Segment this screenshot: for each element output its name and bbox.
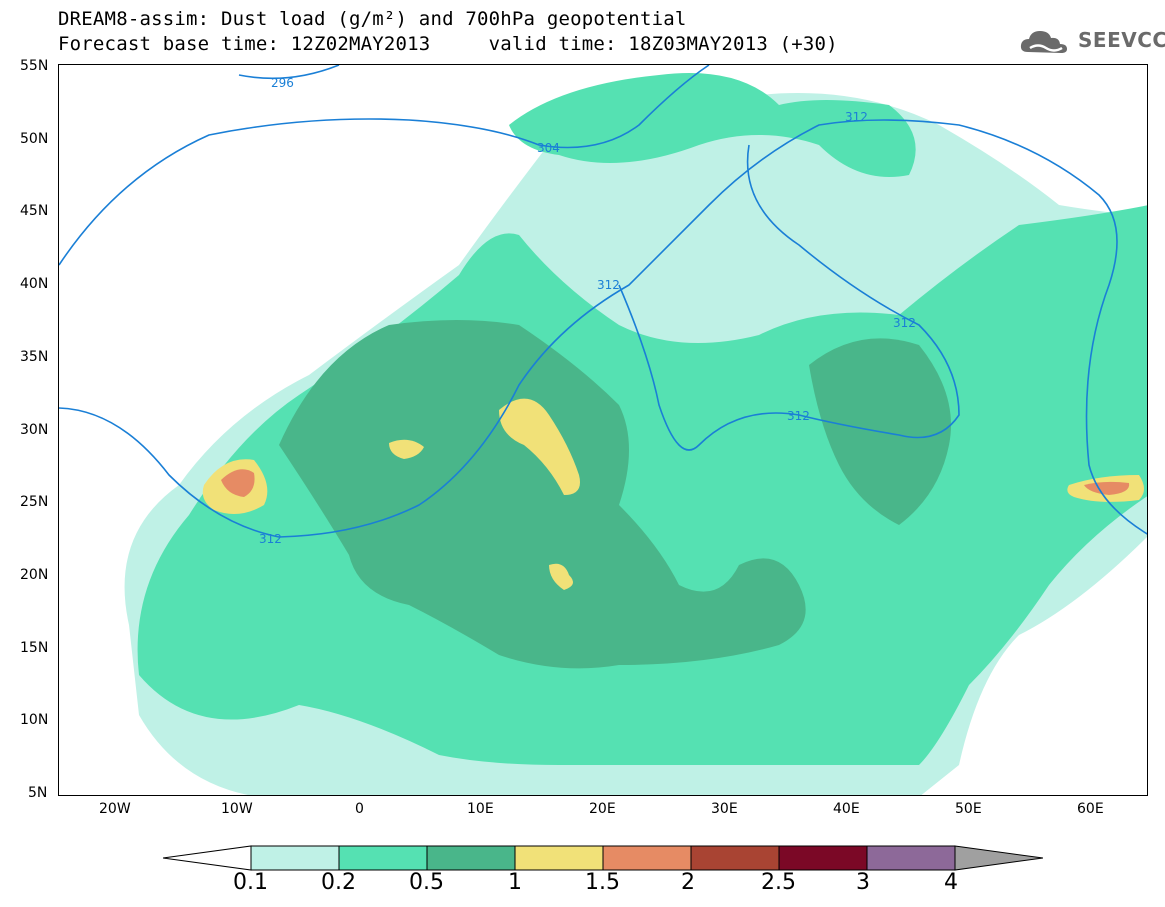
- lon-label-20e: 20E: [589, 801, 616, 817]
- lat-label-15n: 15N: [20, 640, 49, 656]
- dust-area-level-2-north: [509, 73, 916, 177]
- dust-area-level-3: [279, 320, 806, 669]
- lon-label-10e: 10E: [467, 801, 494, 817]
- lat-label-20n: 20N: [20, 567, 49, 583]
- dust-area-level-5-arabia: [1084, 481, 1130, 495]
- contour-label-312-ne: 312: [845, 110, 868, 124]
- geopotential-contour-312-west: [59, 119, 1147, 538]
- lon-label-50e: 50E: [955, 801, 982, 817]
- map-title-line-1: DREAM8-assim: Dust load (g/m²) and 700hP…: [58, 8, 687, 30]
- contour-label-304: 304: [537, 141, 560, 155]
- contour-label-312-balkans: 312: [597, 278, 620, 292]
- contour-label-296: 296: [271, 76, 294, 90]
- colorbar-label-2.5: 2.5: [761, 870, 796, 895]
- dust-area-level-4-algeria: [389, 439, 424, 459]
- seevccc-logo: SEEVCCC: [1018, 26, 1165, 58]
- cloud-icon: [1020, 31, 1067, 53]
- geopotential-contour-304: [59, 65, 710, 266]
- colorbar-label-1.5: 1.5: [585, 870, 620, 895]
- lat-label-50n: 50N: [20, 131, 49, 147]
- colorbar-label-1: 1: [508, 870, 522, 895]
- colorbar-label-3: 3: [856, 870, 870, 895]
- dust-area-level-4-libya: [549, 563, 573, 590]
- colorbar-label-4: 4: [944, 870, 958, 895]
- map-area: 296 304 312 312 312 312 312: [58, 64, 1148, 796]
- lat-label-25n: 25N: [20, 494, 49, 510]
- lon-label-0: 0: [355, 801, 364, 817]
- contour-label-312-africa: 312: [259, 532, 282, 546]
- colorbar: [163, 845, 1043, 871]
- lon-label-30e: 30E: [711, 801, 738, 817]
- geopotential-contour-312-east: [618, 144, 960, 451]
- map-title-line-2: Forecast base time: 12Z02MAY2013 valid t…: [58, 33, 838, 55]
- lat-label-30n: 30N: [20, 422, 49, 438]
- lat-label-10n: 10N: [20, 712, 49, 728]
- dust-load-map: 296 304 312 312 312 312 312: [59, 65, 1147, 795]
- logo-text: SEEVCCC: [1078, 28, 1165, 52]
- contour-label-312-turkey: 312: [893, 316, 916, 330]
- lon-label-60e: 60E: [1077, 801, 1104, 817]
- geopotential-contour-296: [238, 65, 340, 80]
- lon-label-10w: 10W: [221, 801, 253, 817]
- colorbar-label-0.2: 0.2: [321, 870, 356, 895]
- lat-label-55n: 55N: [20, 58, 49, 74]
- contour-label-312-levant: 312: [787, 409, 810, 423]
- colorbar-label-0.5: 0.5: [409, 870, 444, 895]
- lat-label-5n: 5N: [28, 785, 48, 801]
- colorbar-label-0.1: 0.1: [233, 870, 268, 895]
- lon-label-40e: 40E: [833, 801, 860, 817]
- lat-label-35n: 35N: [20, 349, 49, 365]
- dust-area-level-5-west: [221, 469, 255, 497]
- dust-area-level-4-central: [499, 398, 580, 495]
- lat-label-40n: 40N: [20, 276, 49, 292]
- lon-label-20w: 20W: [99, 801, 131, 817]
- colorbar-label-2: 2: [681, 870, 695, 895]
- lat-label-45n: 45N: [20, 203, 49, 219]
